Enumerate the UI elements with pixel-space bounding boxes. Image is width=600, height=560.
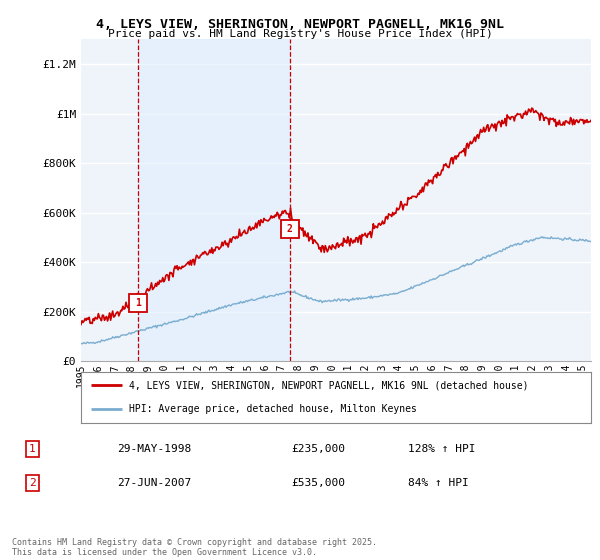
Text: 2: 2 [287,223,293,234]
Text: 1: 1 [135,298,141,308]
Text: Contains HM Land Registry data © Crown copyright and database right 2025.
This d: Contains HM Land Registry data © Crown c… [12,538,377,557]
Text: 1: 1 [29,444,36,454]
Text: 128% ↑ HPI: 128% ↑ HPI [408,444,475,454]
Text: 84% ↑ HPI: 84% ↑ HPI [408,478,469,488]
Text: 2: 2 [29,478,36,488]
Text: HPI: Average price, detached house, Milton Keynes: HPI: Average price, detached house, Milt… [130,404,418,414]
Text: £535,000: £535,000 [292,478,346,488]
Bar [138,39,290,361]
Text: 4, LEYS VIEW, SHERINGTON, NEWPORT PAGNELL, MK16 9NL (detached house): 4, LEYS VIEW, SHERINGTON, NEWPORT PAGNEL… [130,380,529,390]
Text: Price paid vs. HM Land Registry's House Price Index (HPI): Price paid vs. HM Land Registry's House … [107,29,493,39]
Text: 4, LEYS VIEW, SHERINGTON, NEWPORT PAGNELL, MK16 9NL: 4, LEYS VIEW, SHERINGTON, NEWPORT PAGNEL… [96,18,504,31]
Text: 29-MAY-1998: 29-MAY-1998 [117,444,191,454]
Text: £235,000: £235,000 [292,444,346,454]
Text: 27-JUN-2007: 27-JUN-2007 [117,478,191,488]
